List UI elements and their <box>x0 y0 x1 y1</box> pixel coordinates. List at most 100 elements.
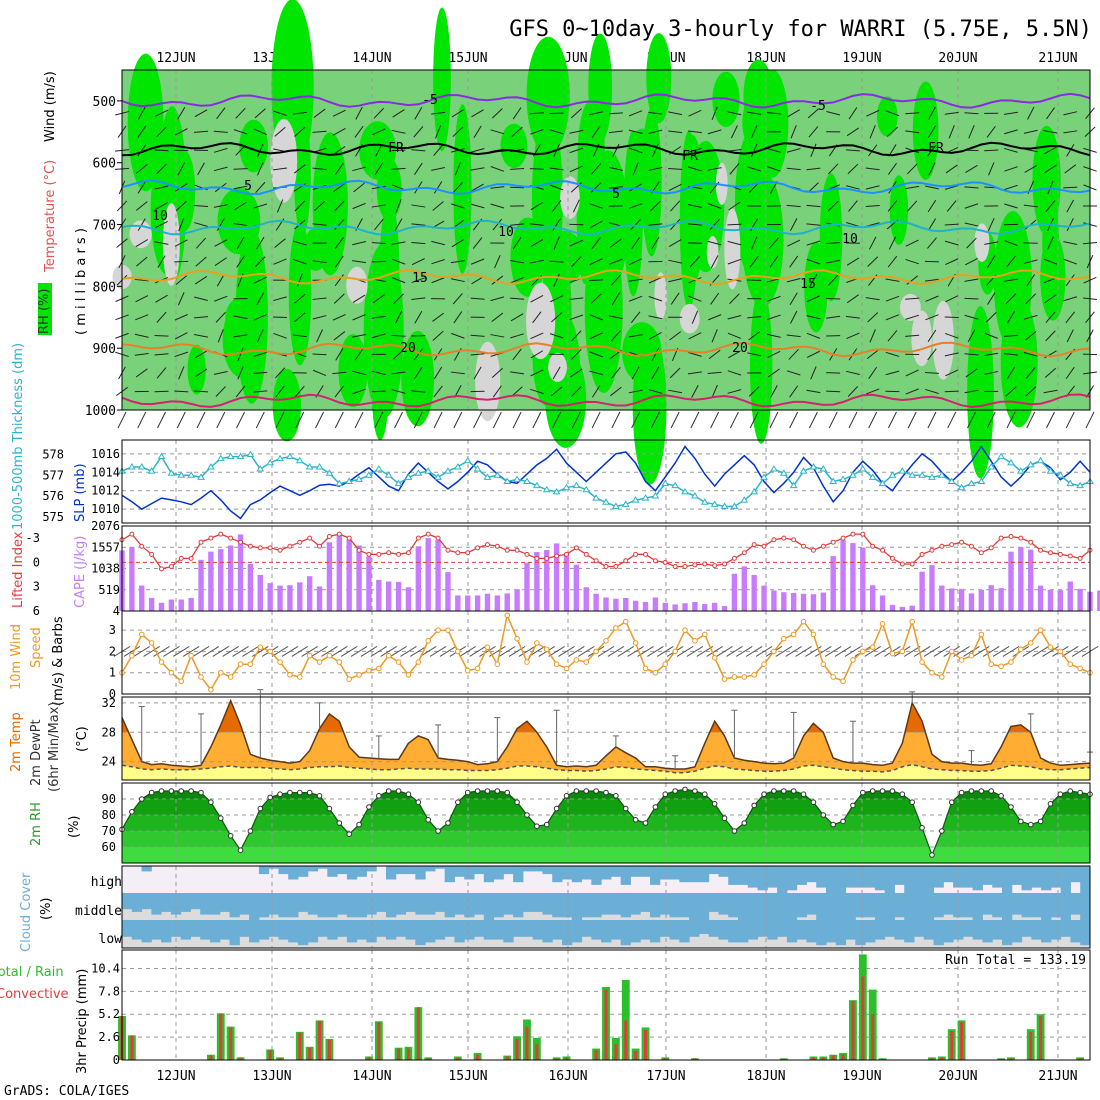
wind-barb-10m <box>864 646 881 657</box>
wind-speed-point <box>514 635 520 642</box>
cloud-bar-high <box>640 866 651 877</box>
wind-barb <box>335 348 344 361</box>
surface-barb <box>571 411 581 429</box>
rh-dark-patch <box>293 111 311 236</box>
wind-barb <box>748 331 761 341</box>
rh-light-patch <box>679 303 700 334</box>
cloud-bar-high <box>317 866 328 869</box>
temp-tick: 32 <box>102 696 116 710</box>
surface-barb <box>907 411 917 429</box>
pressure-tick: 600 <box>93 157 116 172</box>
li-point <box>356 547 362 553</box>
rh-point <box>682 786 688 793</box>
cloud-bar-middle <box>933 893 944 918</box>
wind-barb-10m <box>321 646 338 657</box>
wind-speed-point <box>593 648 599 655</box>
thickness-point <box>809 463 818 470</box>
wind-barb-10m <box>706 646 723 657</box>
cloud-bar-low <box>698 920 710 934</box>
wind-barb <box>944 332 959 339</box>
cloud-bar-high <box>708 866 719 875</box>
wind-barb <box>727 111 742 116</box>
thickness-point <box>760 473 768 480</box>
wind-barb <box>789 292 798 305</box>
wind-barb <box>846 127 860 137</box>
wind-barb <box>866 349 879 360</box>
wind-barb <box>236 255 245 268</box>
cape-bar <box>257 574 263 611</box>
wind-barb <box>174 390 189 393</box>
cape-bar <box>949 588 955 611</box>
cloud-bar-low <box>914 920 925 937</box>
cloud-bar-middle <box>317 893 328 918</box>
wind-barb <box>414 310 423 324</box>
wind-barb <box>332 313 346 321</box>
li-point <box>623 558 629 564</box>
wind-barb <box>490 203 505 209</box>
rh-dark-patch <box>819 173 843 302</box>
wind-barb-10m <box>548 646 565 657</box>
wind-barb <box>808 182 819 193</box>
li-point <box>524 551 530 557</box>
wind-barb <box>217 329 224 343</box>
wind-barb-10m <box>824 646 842 657</box>
wind-barb <box>312 297 327 300</box>
wind-barb <box>1066 218 1074 232</box>
wind-barb <box>984 241 999 245</box>
thickness-point <box>888 471 897 478</box>
wind-barb <box>213 166 228 172</box>
rh-point <box>445 820 451 826</box>
wind-barb <box>591 385 601 398</box>
wind-barb <box>512 348 522 361</box>
wind-barb <box>550 386 563 397</box>
cape-bar <box>267 583 273 611</box>
wind-barb <box>846 257 860 266</box>
cape-bar <box>316 586 323 611</box>
rh-point <box>1057 791 1064 798</box>
thickness-point <box>503 477 512 484</box>
wind-barb <box>433 385 443 398</box>
cloud-bar-high <box>1041 866 1052 891</box>
cloud-bar-high <box>874 866 886 891</box>
wind-barb <box>826 297 841 300</box>
cloud-bar-high <box>796 866 807 885</box>
wind-barb <box>550 295 564 303</box>
wind-barb <box>194 390 209 393</box>
wind-barb-10m <box>1022 646 1039 657</box>
cloud-bar-middle <box>131 893 143 912</box>
thickness-point <box>137 463 146 470</box>
wind-barb <box>216 273 225 287</box>
label-wind: Wind (m/s) <box>43 71 58 142</box>
wind-barb <box>334 237 344 250</box>
thickness-tick: 576 <box>42 489 64 503</box>
li-point <box>514 547 520 553</box>
wind-barb <box>608 130 623 134</box>
wind-barb <box>549 260 564 263</box>
wind-barb <box>235 385 246 398</box>
li-point <box>919 551 925 557</box>
wind-barb <box>988 162 995 176</box>
wind-barb <box>432 312 445 322</box>
wind-barb <box>313 108 326 118</box>
wind-barb <box>1023 314 1038 320</box>
thickness-point <box>325 469 334 476</box>
cape-bar <box>1097 590 1100 611</box>
wind-barb <box>572 199 580 213</box>
wind-barb <box>174 239 188 247</box>
cape-bar <box>455 595 461 611</box>
cape-bar <box>178 599 184 611</box>
wind-barb <box>174 332 188 340</box>
li-point <box>1047 550 1053 556</box>
cloud-bar-middle <box>962 893 974 918</box>
thickness-point <box>997 452 1005 460</box>
li-point <box>939 543 945 549</box>
cloud-bar-low <box>826 920 837 943</box>
li-tick: 3 <box>33 580 40 594</box>
thickness-point <box>434 473 442 480</box>
wind-barb <box>727 240 742 246</box>
thickness-point <box>187 471 196 478</box>
wind-barb-10m <box>390 646 407 657</box>
wind-barb <box>334 200 345 212</box>
wind-barb <box>806 295 821 303</box>
